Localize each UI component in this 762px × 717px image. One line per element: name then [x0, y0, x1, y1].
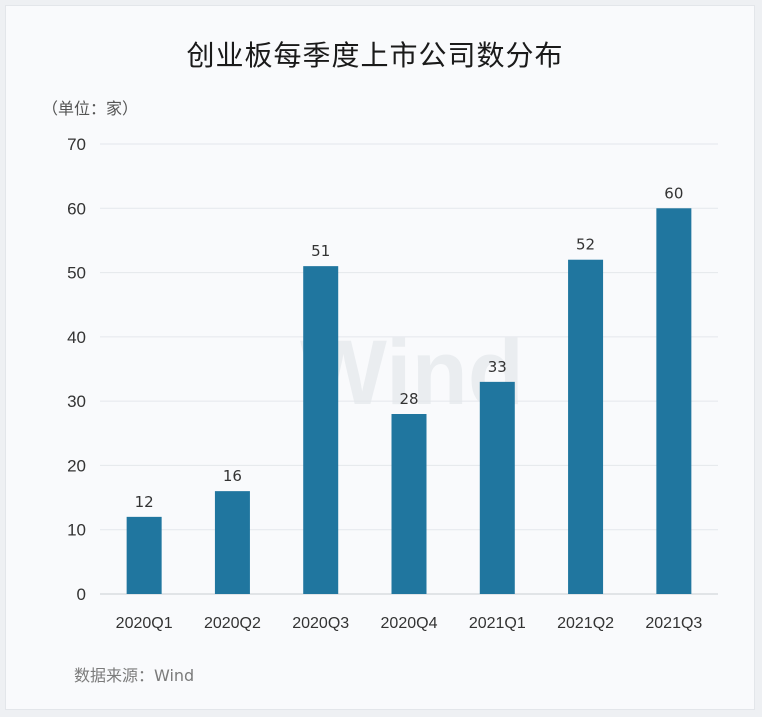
- y-tick-label: 30: [67, 392, 86, 411]
- bar: [656, 208, 692, 595]
- data-label: 52: [576, 236, 595, 254]
- data-label: 12: [135, 493, 154, 511]
- x-tick-label: 2020Q4: [381, 615, 438, 632]
- bar: [391, 414, 427, 594]
- data-label: 28: [399, 390, 418, 408]
- x-tick-label: 2021Q3: [645, 615, 702, 632]
- chart-title: 创业板每季度上市公司数分布: [186, 39, 564, 72]
- x-tick-label: 2020Q1: [116, 615, 173, 632]
- bar: [126, 516, 162, 594]
- x-tick-label: 2020Q3: [292, 615, 349, 632]
- y-tick-label: 10: [67, 521, 86, 540]
- bar: [479, 381, 515, 594]
- unit-label: （单位：家）: [42, 99, 139, 118]
- bar: [303, 266, 339, 594]
- y-tick-label: 70: [67, 135, 86, 154]
- y-tick-label: 0: [77, 585, 86, 604]
- bars: 12 16 51 28 33 52 60: [126, 184, 692, 595]
- y-tick-label: 60: [67, 199, 86, 218]
- y-tick-label: 20: [67, 456, 86, 475]
- data-label: 33: [488, 358, 507, 376]
- x-tick-label: 2020Q2: [204, 615, 261, 632]
- bar: [214, 491, 250, 594]
- y-tick-label: 40: [67, 328, 86, 347]
- bar: [568, 259, 604, 594]
- data-label: 51: [311, 242, 330, 260]
- data-label: 16: [223, 467, 242, 485]
- y-axis: 0 10 20 30 40 50 60 70: [67, 135, 86, 604]
- data-label: 60: [664, 184, 683, 202]
- x-tick-label: 2021Q1: [469, 615, 526, 632]
- source-label: 数据来源：Wind: [74, 666, 195, 685]
- y-tick-label: 50: [67, 264, 86, 283]
- x-axis: 2020Q1 2020Q2 2020Q3 2020Q4 2021Q1 2021Q2 2021…: [116, 615, 703, 632]
- x-tick-label: 2021Q2: [557, 615, 614, 632]
